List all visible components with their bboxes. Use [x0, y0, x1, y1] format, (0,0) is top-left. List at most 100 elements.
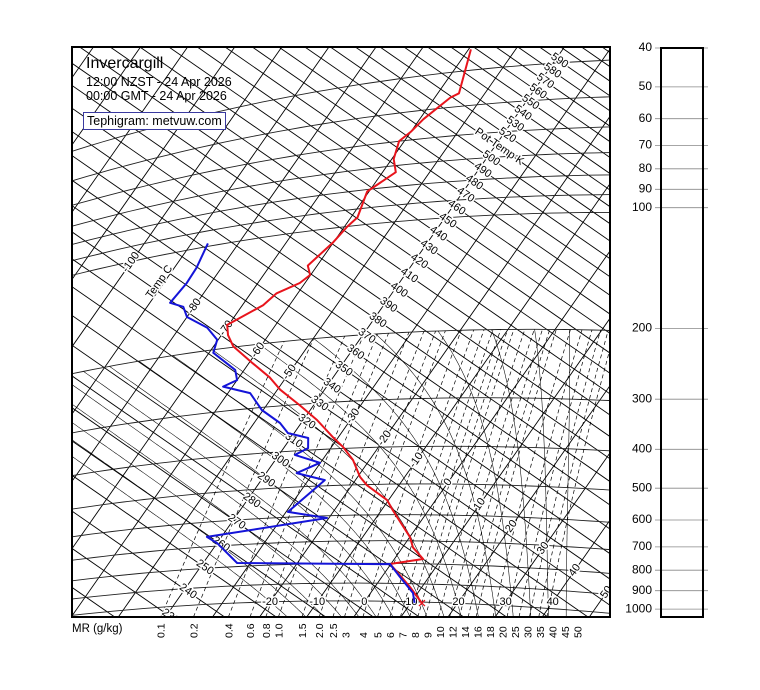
mixing-ratio-line	[467, 329, 551, 617]
mixing-ratio-line	[449, 329, 535, 617]
isotherm-label: -100	[120, 250, 142, 275]
isobar-line	[72, 483, 610, 510]
mixing-ratio-label: 30	[523, 626, 535, 638]
isobar-line	[72, 152, 610, 227]
temperature-profile-line	[226, 49, 472, 604]
pot-temp-label: 320	[296, 412, 318, 432]
mixing-ratio-label: 50	[573, 626, 585, 638]
isotherm-line	[72, 47, 283, 347]
mixing-ratio-line	[459, 329, 543, 617]
saturated-adiabat-line	[109, 366, 394, 617]
pot-temp-label: 360	[344, 342, 366, 362]
mixing-ratio-line	[475, 329, 557, 617]
pressure-label: 70	[639, 138, 653, 152]
saturated-adiabat-line	[375, 333, 497, 617]
isotherm-label: 20	[503, 518, 520, 535]
mixing-ratio-line	[344, 330, 446, 617]
isotherm-label-bottom: 20	[452, 596, 464, 608]
mixing-ratio-axis: 0.1 0.2 0.4 0.6 0.8 1.0 1.5 2.0 2.5 3 4 5 6 7 8 9 10 12 14…	[156, 623, 585, 638]
temp-axis-label: Temp C	[144, 263, 176, 301]
mixing-ratio-label: 20	[498, 626, 510, 638]
mixing-ratio-label: 0.1	[156, 623, 168, 638]
mixing-ratio-line	[193, 338, 314, 617]
dry-adiabat-line	[72, 474, 277, 617]
mixing-ratio-line	[318, 331, 425, 617]
dry-adiabat-line	[72, 344, 464, 617]
isotherm-line	[72, 47, 94, 78]
isobar-line	[72, 562, 610, 582]
pressure-panel: 40 50 60 70 80 90 100 200 300 400 500 600 700 800 900 1…	[625, 40, 708, 618]
isotherm-line	[306, 183, 610, 617]
pot-temp-label: 390	[377, 295, 399, 315]
mixing-ratio-label: 12	[448, 626, 460, 638]
mixing-ratio-line	[400, 329, 494, 617]
dry-adiabat-line	[517, 47, 610, 112]
pot-temp-label: 260	[210, 534, 232, 554]
isobar-line	[72, 211, 610, 276]
mixing-ratio-line	[301, 332, 410, 617]
mixing-ratio-line	[277, 333, 389, 617]
mixing-ratio-label: 2.0	[314, 623, 326, 638]
dry-adiabat-line	[403, 47, 610, 191]
isotherm-label: -30	[343, 406, 362, 426]
surface-marker	[418, 599, 426, 607]
mixing-ratio-label: 18	[485, 626, 497, 638]
pressure-label: 60	[639, 111, 653, 125]
isotherm-label: -50	[280, 362, 299, 382]
dry-adiabat-line	[72, 258, 589, 617]
pot-temp-label: 420	[408, 251, 430, 271]
mixing-ratio-line	[362, 330, 462, 617]
mixing-ratio-line	[409, 329, 502, 617]
grid-lines	[72, 47, 610, 617]
dry-adiabat-line	[72, 85, 610, 460]
mixing-ratio-line	[438, 329, 526, 617]
dry-adiabat-line	[330, 47, 610, 242]
dry-adiabat-line	[278, 47, 610, 278]
saturated-adiabat-line	[258, 343, 462, 617]
dry-adiabat-line	[168, 47, 610, 354]
saturated-adiabat-line	[138, 360, 411, 617]
isotherm-label: 30	[535, 540, 552, 557]
isotherm-label-bottom: -20	[262, 596, 278, 608]
isotherm-label-bottom: 10	[405, 596, 417, 608]
dry-adiabat-line	[72, 155, 610, 530]
isobar-line	[72, 397, 610, 434]
mixing-ratio-label: 8	[410, 632, 422, 638]
pot-temp-label: 250	[194, 557, 216, 577]
gmt-time: 00:00 GMT - 24 Apr 2026	[86, 89, 227, 103]
saturated-adiabat-line	[83, 371, 377, 617]
isobar-line	[72, 126, 610, 206]
dry-adiabat-line	[72, 179, 610, 555]
dry-adiabat-line	[72, 231, 610, 606]
credit-link[interactable]: Tephigram: metvuw.com	[83, 112, 226, 130]
mixing-ratio-line	[518, 329, 593, 617]
dry-adiabat-line	[139, 47, 610, 374]
saturated-adiabat-line	[72, 384, 360, 617]
pressure-label: 90	[639, 181, 653, 195]
dry-adiabat-line	[197, 47, 610, 334]
mixing-ratio-line	[389, 329, 485, 617]
pressure-label: 300	[632, 391, 652, 405]
pressure-label: 400	[632, 441, 652, 455]
dry-adiabat-line	[72, 440, 326, 617]
isotherm-line	[541, 519, 610, 617]
dry-adiabat-line	[72, 205, 610, 580]
saturated-adiabat-line	[437, 330, 514, 617]
pot-temp-label: 310	[283, 430, 305, 450]
dry-adiabat-line	[72, 407, 374, 617]
mixing-ratio-label: 0.4	[223, 623, 235, 638]
mixing-ratio-line	[417, 329, 509, 617]
pot-temp-label: 350	[333, 359, 355, 379]
mixing-ratio-label: 7	[398, 632, 410, 638]
mixing-ratio-line	[332, 330, 436, 617]
mixing-ratio-label: 6	[385, 632, 397, 638]
dry-adiabat-line	[427, 47, 610, 174]
pressure-label: 80	[639, 161, 653, 175]
pot-temp-label: 290	[255, 470, 277, 490]
isotherm-label-bottom: -10	[309, 596, 325, 608]
plot-frame	[71, 46, 611, 618]
mixing-ratio-line	[160, 341, 285, 617]
pressure-label: 600	[632, 512, 652, 526]
isotherm-label-bottom: 0	[361, 596, 367, 608]
pot-temp-label: 400	[388, 280, 410, 300]
